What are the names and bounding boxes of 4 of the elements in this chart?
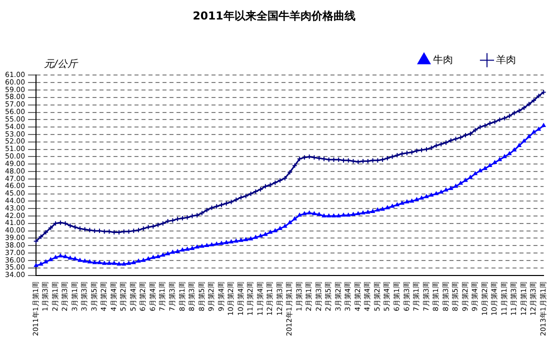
legend-label: 牛肉 <box>433 54 453 66</box>
y-axis-title: 元/公斤 <box>44 58 78 70</box>
chart-title: 2011年以来全国牛羊肉价格曲线 <box>192 9 356 22</box>
legend-label: 羊肉 <box>496 54 516 66</box>
